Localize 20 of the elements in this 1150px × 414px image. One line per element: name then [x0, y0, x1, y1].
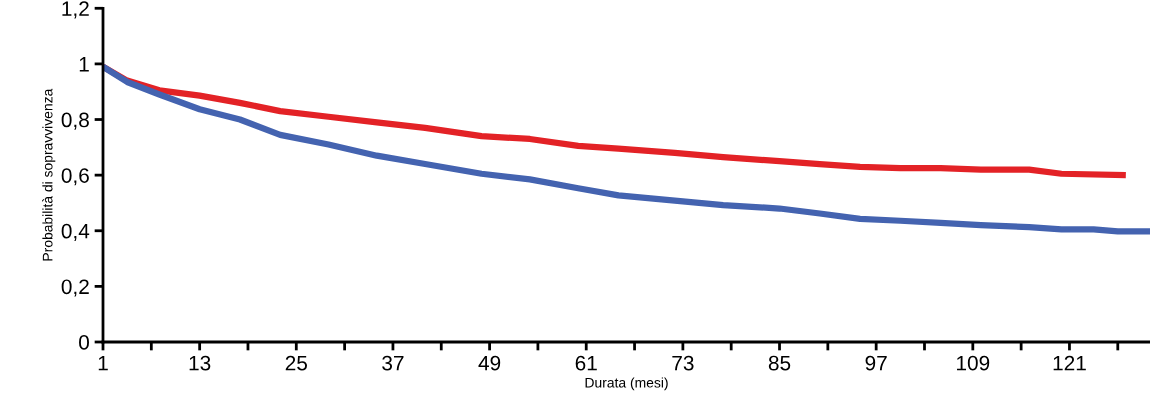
y-tick-label: 0,6 [61, 168, 89, 186]
y-tick-label: 0,2 [61, 279, 89, 297]
x-tick-label: 49 [478, 355, 501, 371]
x-tick-label: 13 [189, 355, 211, 371]
x-tick-label: 73 [672, 355, 694, 371]
x-tick-label: 97 [865, 355, 887, 371]
x-tick-label: 1 [98, 355, 108, 371]
y-tick-label: 1 [79, 57, 89, 72]
y-tick-label: 0,4 [61, 223, 90, 241]
x-tick-label: 109 [957, 355, 990, 371]
x-tick-label: 121 [1053, 355, 1086, 371]
y-axis-title: Probabilità di sopravvivenza [42, 88, 56, 261]
x-tick-label: 85 [768, 355, 791, 371]
y-tick-label: 1,2 [62, 1, 89, 19]
x-tick-label: 61 [575, 355, 597, 371]
x-tick-label: 25 [285, 355, 308, 371]
x-tick-label: 37 [382, 355, 404, 371]
y-tick-label: 0 [79, 335, 89, 350]
x-axis-title: Durata (mesi) [585, 377, 668, 391]
y-tick-label: 0,8 [61, 112, 89, 130]
